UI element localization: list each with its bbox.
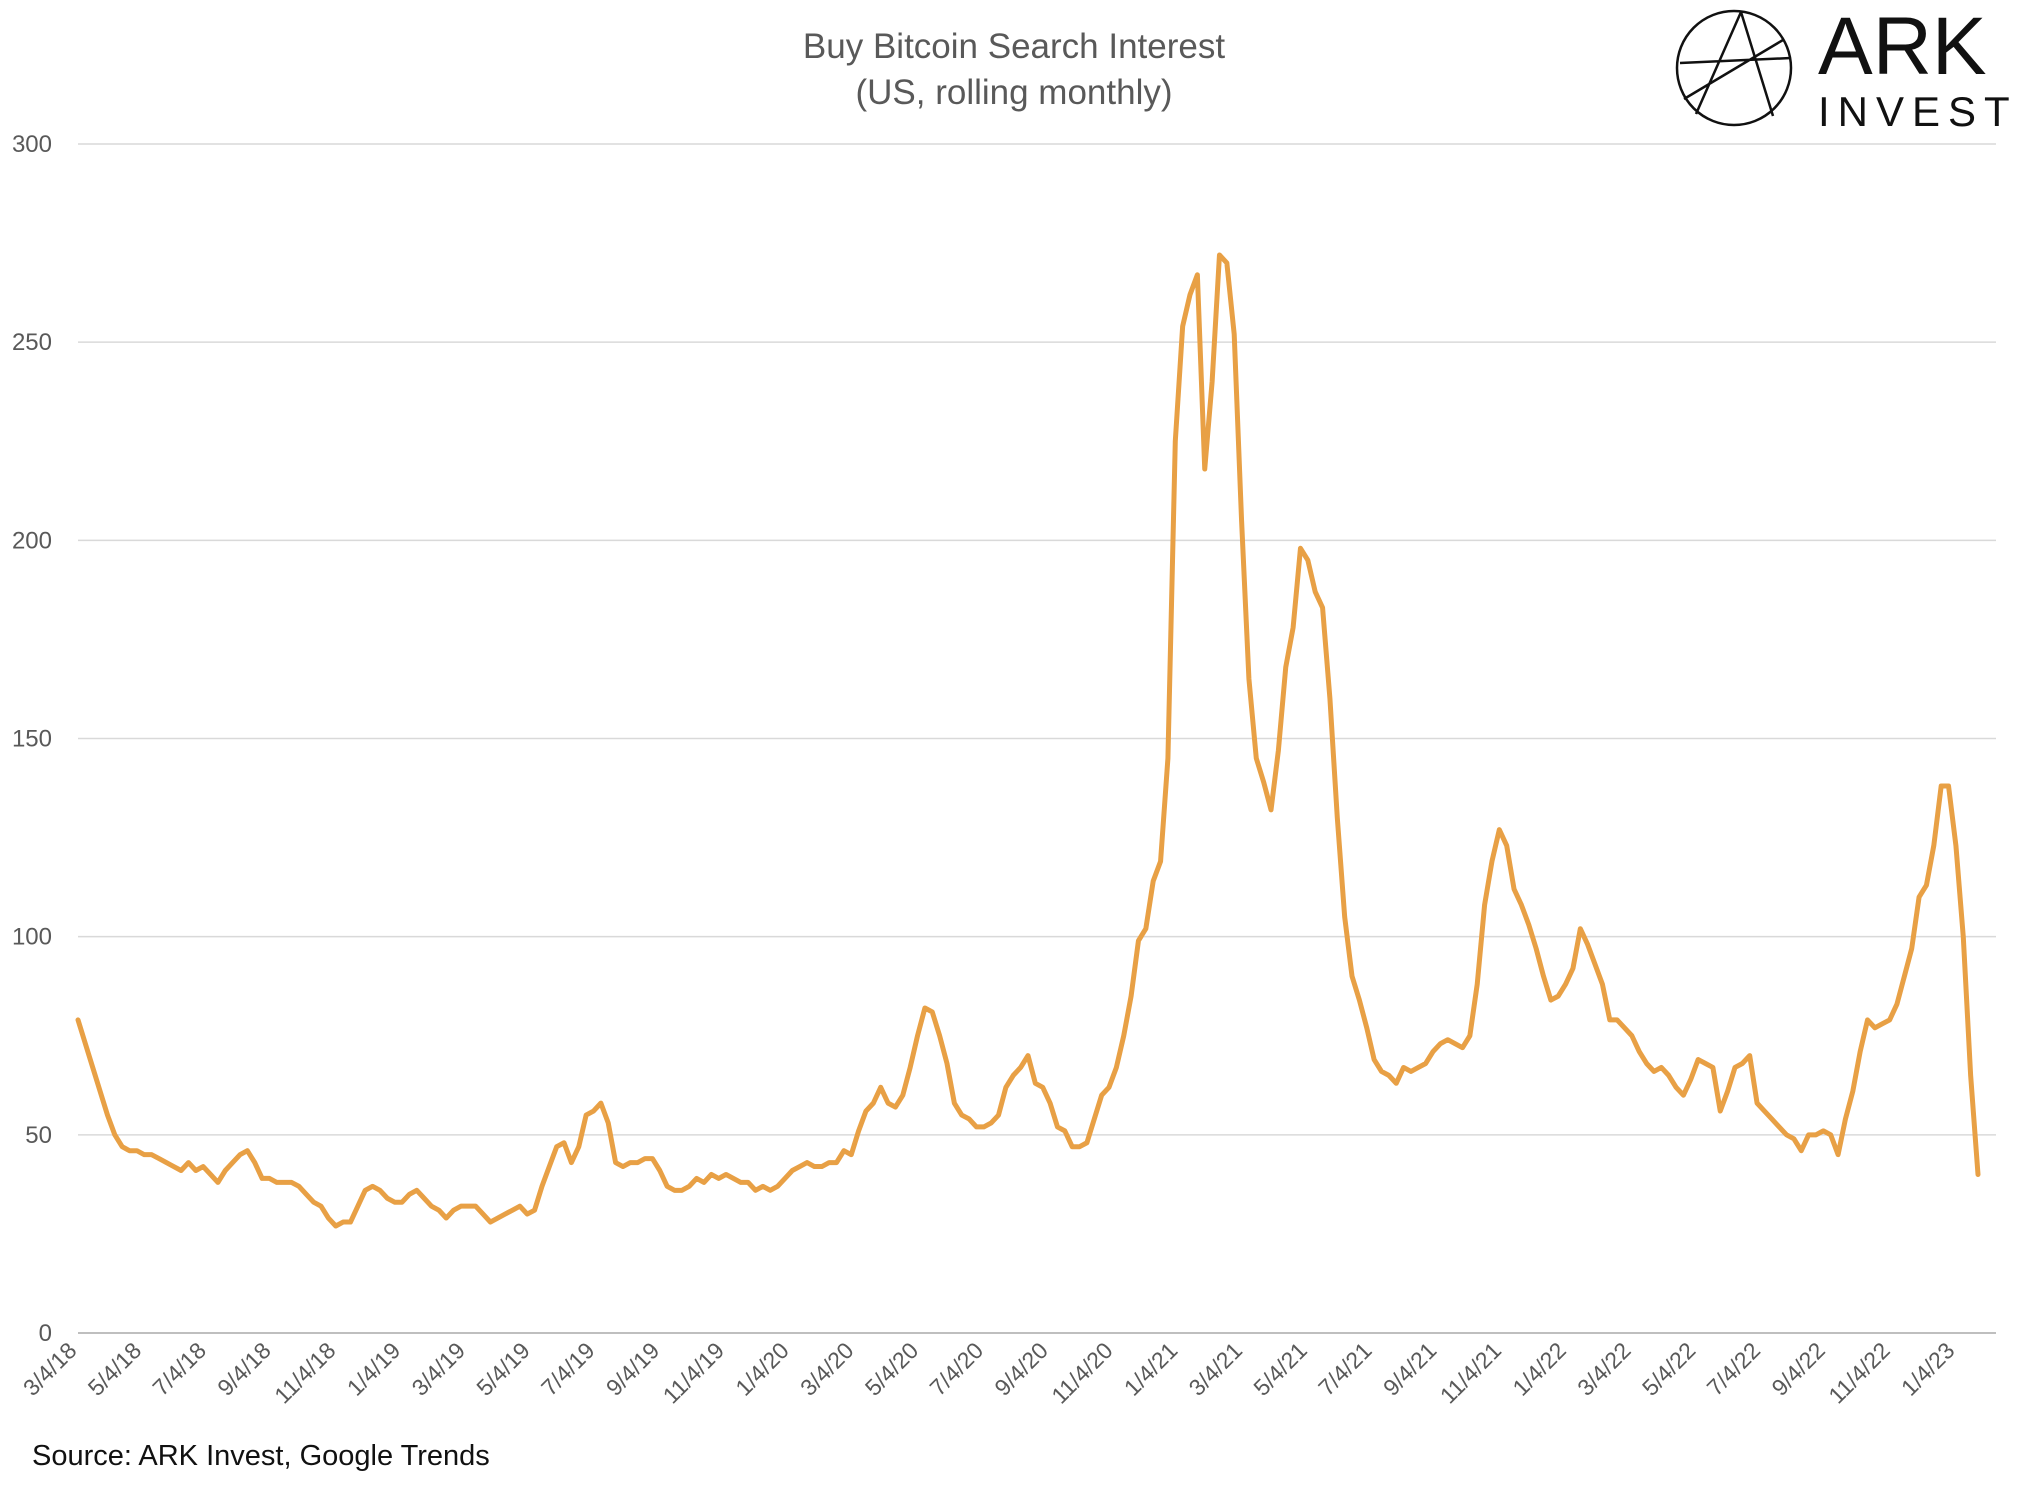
x-tick-label: 11/4/18 — [269, 1337, 340, 1408]
x-tick-label: 7/4/20 — [925, 1337, 989, 1401]
x-tick-label: 5/4/20 — [860, 1337, 924, 1401]
x-tick-label: 7/4/18 — [147, 1337, 211, 1401]
x-tick-label: 7/4/22 — [1702, 1337, 1766, 1401]
x-tick-label: 7/4/21 — [1313, 1337, 1377, 1401]
grid-lines — [78, 143, 1996, 1334]
x-tick-label: 9/4/19 — [601, 1337, 665, 1401]
chart-subtitle: (US, rolling monthly) — [855, 73, 1172, 112]
x-tick-label: 1/4/20 — [730, 1337, 794, 1401]
chart-title: Buy Bitcoin Search Interest — [803, 27, 1225, 66]
y-tick-label: 250 — [12, 329, 52, 356]
x-tick-label: 5/4/21 — [1248, 1337, 1312, 1401]
x-tick-label: 3/4/20 — [795, 1337, 859, 1401]
x-tick-label: 1/4/21 — [1119, 1337, 1183, 1401]
x-tick-label: 11/4/22 — [1823, 1337, 1894, 1408]
x-tick-label: 9/4/20 — [989, 1337, 1053, 1401]
x-tick-label: 1/4/19 — [342, 1337, 406, 1401]
x-tick-label: 9/4/21 — [1378, 1337, 1442, 1401]
x-tick-label: 7/4/19 — [536, 1337, 600, 1401]
logo-name: ARK — [1818, 1, 1987, 92]
x-tick-label: 11/4/19 — [658, 1337, 729, 1408]
x-tick-label: 9/4/22 — [1766, 1337, 1830, 1401]
source-note: Source: ARK Invest, Google Trends — [32, 1440, 490, 1472]
y-axis: 0 50 100 150 200 250 300 — [12, 131, 52, 1347]
x-tick-label: 1/4/22 — [1507, 1337, 1571, 1401]
y-tick-label: 100 — [12, 924, 52, 951]
x-tick-label: 5/4/19 — [471, 1337, 535, 1401]
x-tick-label: 11/4/20 — [1046, 1337, 1117, 1408]
ark-invest-logo: ARK INVEST — [1675, 1, 2018, 135]
x-tick-label: 5/4/22 — [1637, 1337, 1701, 1401]
x-tick-label: 5/4/18 — [83, 1337, 147, 1401]
x-tick-label: 3/4/22 — [1572, 1337, 1636, 1401]
x-tick-label: 9/4/18 — [212, 1337, 276, 1401]
x-tick-label: 3/4/21 — [1184, 1337, 1248, 1401]
x-tick-label: 3/4/19 — [406, 1337, 470, 1401]
logo-sub: INVEST — [1818, 88, 2018, 135]
x-tick-label: 11/4/21 — [1435, 1337, 1506, 1408]
y-tick-label: 50 — [25, 1122, 52, 1149]
y-tick-label: 200 — [12, 527, 52, 554]
ark-logo-icon — [1675, 9, 1793, 127]
x-tick-label: 1/4/23 — [1896, 1337, 1960, 1401]
y-tick-label: 0 — [39, 1320, 52, 1347]
y-tick-label: 300 — [12, 131, 52, 158]
series-line — [75, 252, 1981, 1229]
y-tick-label: 150 — [12, 726, 52, 753]
